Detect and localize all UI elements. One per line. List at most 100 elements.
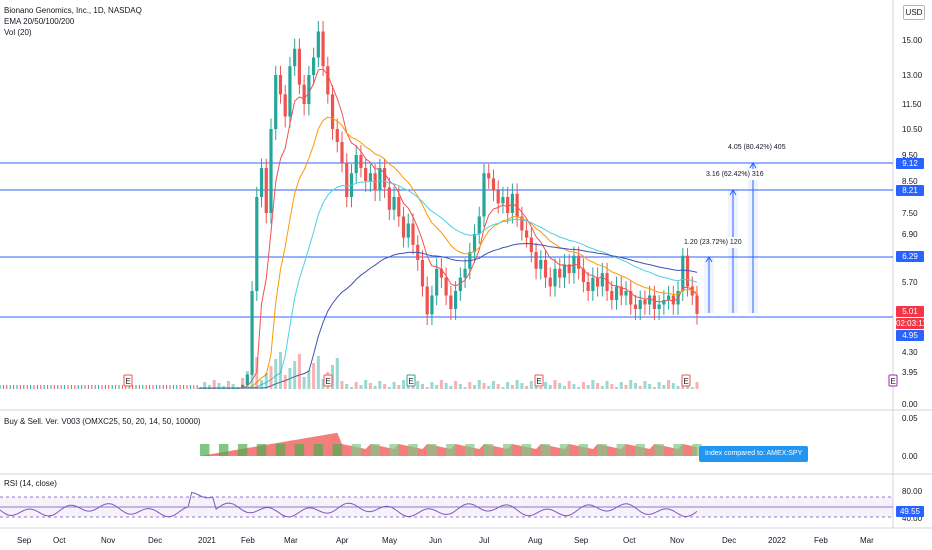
volume-bar [435, 385, 439, 389]
candle-body [430, 295, 434, 315]
candle-body [690, 286, 694, 296]
price-badge: 5.01 [896, 306, 924, 317]
volume-bar [288, 368, 292, 389]
candle-body [534, 252, 538, 269]
volume-bar [506, 382, 510, 389]
volume-bar [624, 385, 628, 389]
volume-bar [572, 384, 576, 389]
candle-body [638, 300, 642, 309]
volume-bar [515, 380, 519, 389]
candle-body [259, 168, 264, 197]
candle-body [293, 48, 297, 67]
volume-bar [525, 386, 529, 389]
price-badge: 9.12 [896, 158, 924, 169]
indicator-axis-label: 0.05 [902, 414, 918, 423]
candle-body [269, 129, 273, 213]
candle-body [288, 66, 292, 117]
candle-body [539, 259, 543, 269]
volume-group [198, 352, 699, 389]
time-axis-label: Apr [336, 536, 349, 545]
rsi-title[interactable]: RSI (14, close) [4, 479, 57, 488]
buy-sell-segment [484, 444, 494, 456]
buy-sell-segment [446, 444, 456, 456]
buy-sell-segment [559, 444, 570, 456]
earnings-marker-label: E [409, 377, 414, 386]
time-axis-label: 2022 [768, 536, 786, 545]
ema-legend[interactable]: EMA 20/50/100/200 [4, 17, 75, 26]
candle-body [264, 168, 268, 213]
volume-bar [529, 381, 533, 389]
symbol-title[interactable]: Bionano Genomics, Inc., 1D, NASDAQ [4, 6, 142, 15]
candle-body [681, 255, 685, 291]
volume-legend[interactable]: Vol (20) [4, 28, 32, 37]
volume-bar [411, 386, 415, 389]
volume-bar [553, 380, 557, 389]
buy-sell-segment [370, 444, 380, 456]
volume-bar [416, 381, 420, 389]
volume-bar [255, 357, 259, 389]
volume-bar [274, 359, 278, 389]
candle-body [420, 259, 425, 287]
candle-body [326, 66, 330, 95]
candle-body [283, 94, 287, 117]
candle-body [562, 264, 567, 278]
measure-label-2[interactable]: 3.16 (62.42%) 316 [704, 169, 766, 180]
buy-sell-segment [218, 444, 229, 456]
earnings-marker-icon [534, 374, 544, 387]
volume-bar [648, 384, 652, 389]
currency-button[interactable]: USD [903, 5, 925, 20]
candle-body [567, 264, 571, 274]
volume-bar [690, 387, 694, 389]
candle-body [383, 168, 387, 188]
volume-bar [643, 381, 647, 389]
candle-body [633, 304, 638, 309]
candle-body [345, 162, 349, 197]
volume-bar [458, 384, 462, 389]
candle-body [553, 268, 557, 287]
volume-bar [615, 387, 619, 389]
candle-body [496, 190, 500, 204]
candle-body [596, 277, 600, 287]
volume-bar [477, 380, 481, 389]
candle-body [458, 277, 462, 291]
time-axis-label: Mar [284, 536, 298, 545]
price-badge: 02:03:11 [896, 318, 927, 329]
volume-bar [652, 387, 656, 389]
time-axis-label: Dec [148, 536, 162, 545]
buy-sell-segment [616, 444, 626, 456]
time-axis-label: Sep [17, 536, 32, 545]
time-axis-label: Oct [53, 536, 66, 545]
volume-bar [245, 371, 249, 389]
volume-bar [383, 384, 387, 389]
volume-bar [302, 377, 306, 389]
buy-sell-segment [200, 444, 210, 456]
candle-body [662, 300, 666, 305]
volume-bar [610, 384, 614, 389]
volume-bar [605, 381, 609, 389]
price-badge: 4.95 [896, 330, 924, 341]
candle-body [506, 197, 510, 213]
measure-label-1[interactable]: 4.05 (80.42%) 405 [726, 142, 788, 153]
time-axis-label: Feb [241, 536, 255, 545]
candle-body [406, 223, 410, 238]
volume-bar [596, 383, 600, 389]
earnings-marker-label: E [126, 377, 131, 386]
buy-sell-segment [692, 444, 702, 456]
volume-bar [600, 386, 604, 389]
volume-bar [278, 352, 282, 389]
buy-sell-segment [578, 444, 589, 456]
earnings-marker-label: E [684, 377, 689, 386]
volume-bar [312, 363, 316, 389]
volume-bar [468, 382, 472, 389]
measure-label-3[interactable]: 1.20 (23.72%) 120 [682, 237, 744, 248]
buy-sell-segment [351, 444, 361, 456]
candle-body [477, 216, 481, 234]
volume-bar [345, 384, 349, 389]
price-badge: 8.21 [896, 185, 924, 196]
volume-bar [241, 378, 245, 389]
candle-body [610, 291, 614, 300]
indicator-title[interactable]: Buy & Sell. Ver. V003 (OMXC25, 50, 20, 1… [4, 417, 201, 426]
candle-body [581, 268, 585, 282]
volume-bar [501, 387, 505, 389]
